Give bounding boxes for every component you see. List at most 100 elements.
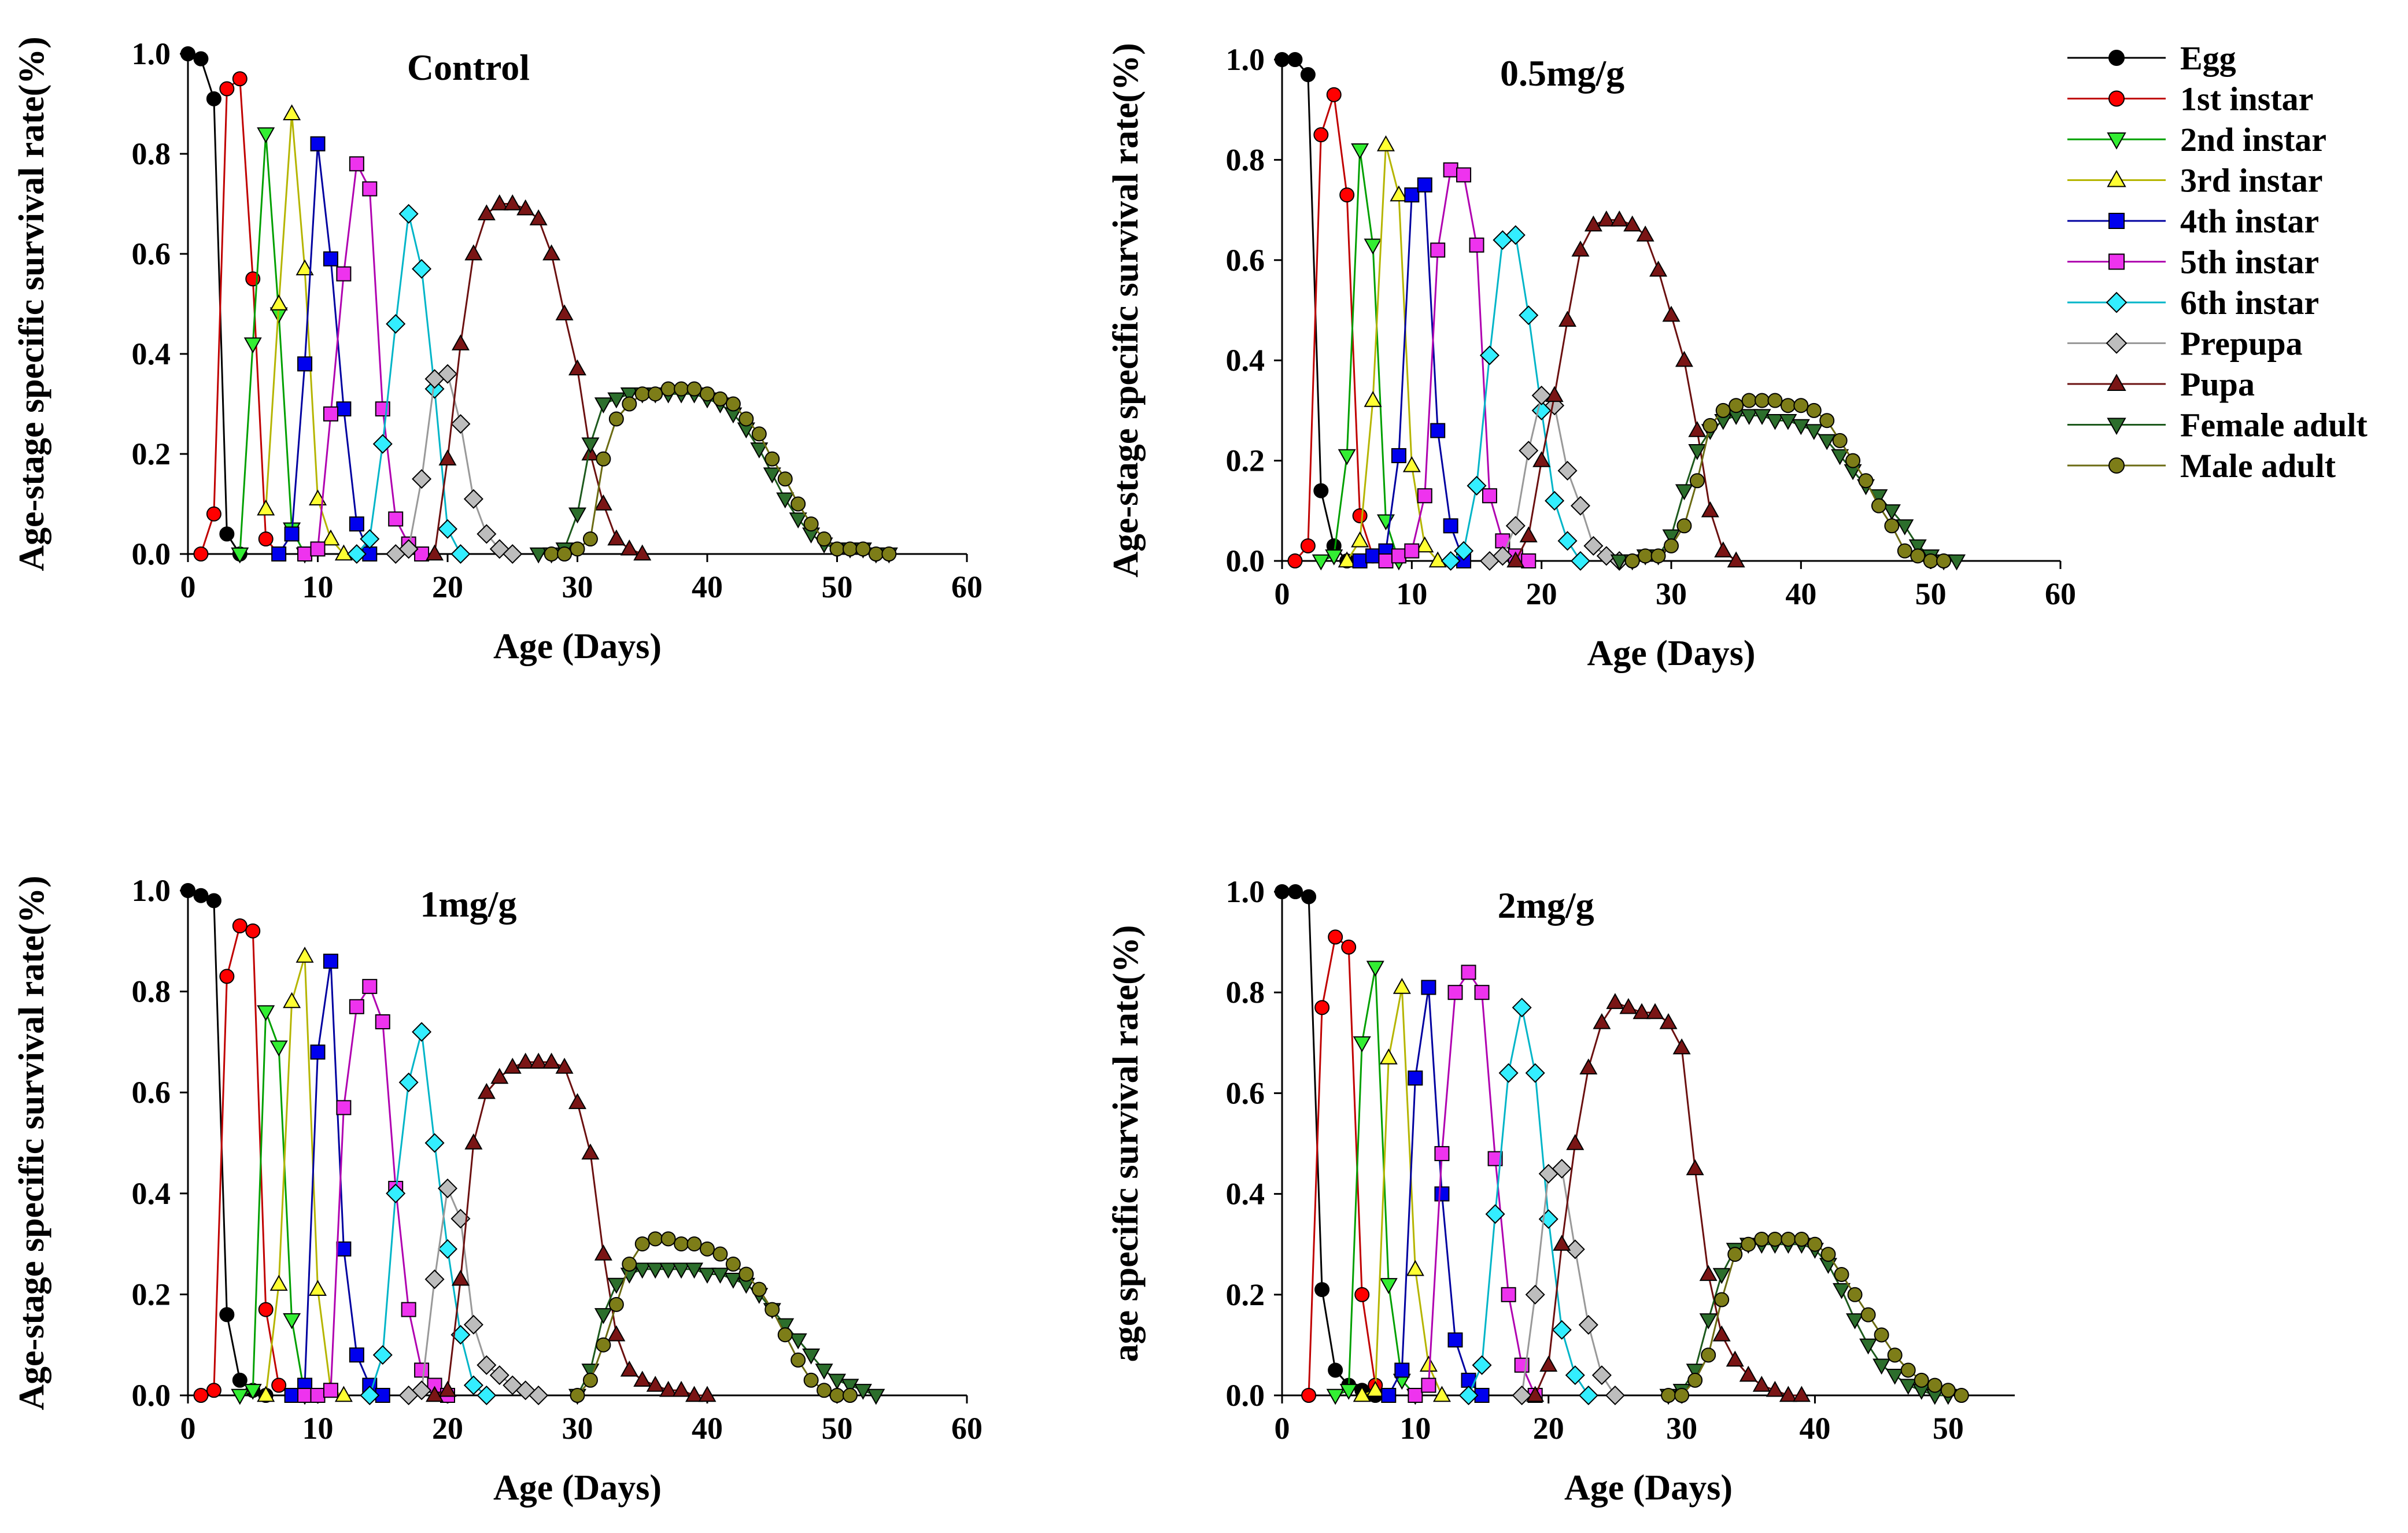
legend-item-pupa: Pupa	[2067, 365, 2255, 403]
data-point	[1408, 1388, 1423, 1403]
data-point	[232, 71, 248, 87]
data-point	[685, 1386, 704, 1402]
series-line	[356, 213, 461, 555]
data-point	[1417, 488, 1432, 504]
data-point	[1834, 1266, 1849, 1282]
series-pupa	[426, 194, 652, 561]
legend-item-male-adult: Male adult	[2067, 447, 2336, 485]
data-point	[1753, 409, 1771, 426]
x-tick-label: 10	[302, 1411, 334, 1446]
data-point	[193, 51, 209, 67]
data-point	[1792, 1386, 1811, 1402]
data-point	[1539, 1355, 1558, 1372]
data-point	[1558, 311, 1577, 327]
legend-marker	[2107, 132, 2126, 150]
panel-title: 0.5mg/g	[1500, 53, 1624, 94]
data-point	[633, 1262, 652, 1279]
data-point	[322, 529, 340, 546]
data-point	[842, 541, 858, 557]
data-point	[1741, 393, 1757, 408]
data-point	[829, 1388, 845, 1403]
data-point	[297, 356, 313, 372]
data-point	[1923, 553, 1938, 568]
data-point	[437, 1239, 458, 1259]
chart-panel-control: 0.0 0.2 0.4 0.6 0.8 1.0 0 10 20 30 40 50 60 Control Ag…	[12, 36, 983, 666]
panel-title: Control	[407, 47, 530, 88]
data-point	[438, 1380, 457, 1397]
data-point	[1364, 391, 1382, 407]
x-axis-title: Age (Days)	[493, 627, 662, 666]
data-point	[206, 893, 221, 908]
data-point	[1521, 553, 1537, 568]
data-point	[516, 1052, 535, 1069]
data-point	[232, 918, 248, 934]
data-point	[284, 1388, 300, 1403]
data-point	[1393, 978, 1411, 994]
x-tick-label: 0	[1275, 1411, 1290, 1446]
data-point	[1313, 483, 1329, 498]
series-5th-instar	[1408, 965, 1543, 1403]
data-point	[451, 334, 470, 350]
data-point	[1806, 402, 1822, 418]
y-tick-label: 1.0	[132, 873, 171, 908]
data-point	[490, 194, 509, 210]
data-point	[1430, 423, 1446, 438]
data-point	[1927, 1377, 1942, 1393]
data-point	[206, 506, 221, 522]
data-point	[1485, 1204, 1505, 1224]
data-point	[503, 544, 523, 564]
data-point	[1832, 433, 1848, 448]
data-point	[1672, 1038, 1691, 1055]
data-point	[1570, 551, 1590, 571]
data-point	[594, 1308, 612, 1324]
data-point	[1328, 1362, 1343, 1378]
x-tick-label: 10	[302, 570, 334, 604]
data-point	[1874, 1327, 1889, 1343]
data-point	[346, 544, 367, 564]
data-point	[1767, 393, 1783, 408]
data-point	[1729, 398, 1744, 413]
data-point	[1847, 1287, 1863, 1302]
data-point	[1914, 1372, 1929, 1388]
series-4th-instar	[284, 954, 390, 1403]
data-point	[1766, 1380, 1784, 1397]
series-1st-instar	[193, 71, 287, 562]
series-line	[265, 956, 344, 1397]
data-point	[336, 266, 352, 282]
data-point	[1605, 1385, 1625, 1406]
x-axis-title: Age (Days)	[493, 1468, 662, 1508]
data-point	[648, 386, 663, 402]
y-tick-label: 0.8	[1226, 142, 1265, 177]
data-point	[1794, 1231, 1809, 1247]
data-point	[1792, 419, 1810, 435]
data-point	[1674, 1388, 1690, 1403]
data-point	[271, 1377, 287, 1393]
data-point	[620, 1360, 638, 1377]
data-point	[1300, 67, 1316, 83]
data-point	[1897, 543, 1912, 559]
data-point	[257, 1005, 275, 1021]
data-point	[570, 541, 585, 557]
data-point	[802, 1348, 821, 1365]
chart-panel-0-5mg: 0.0 0.2 0.4 0.6 0.8 1.0 0 10 20 30 40 50 60 0.5mg/g Ag…	[1106, 42, 2076, 673]
data-point	[1447, 1332, 1463, 1348]
series-pupa	[1506, 210, 1745, 568]
data-point	[660, 381, 676, 397]
data-point	[1633, 1003, 1651, 1019]
data-point	[463, 1314, 483, 1335]
data-point	[398, 539, 419, 559]
data-point	[1571, 241, 1590, 257]
y-tick-label: 0.8	[132, 974, 171, 1009]
data-point	[1712, 1325, 1731, 1342]
data-point	[283, 1313, 301, 1329]
data-point	[557, 546, 573, 562]
data-point	[1597, 210, 1616, 227]
data-point	[362, 181, 378, 197]
data-point	[1326, 1388, 1345, 1405]
series-4th-instar	[1381, 980, 1490, 1403]
data-point	[594, 397, 612, 413]
data-point	[1352, 508, 1368, 523]
data-point	[1512, 1385, 1532, 1406]
x-tick-label: 60	[2045, 577, 2076, 611]
series-5th-instar	[1378, 162, 1537, 568]
